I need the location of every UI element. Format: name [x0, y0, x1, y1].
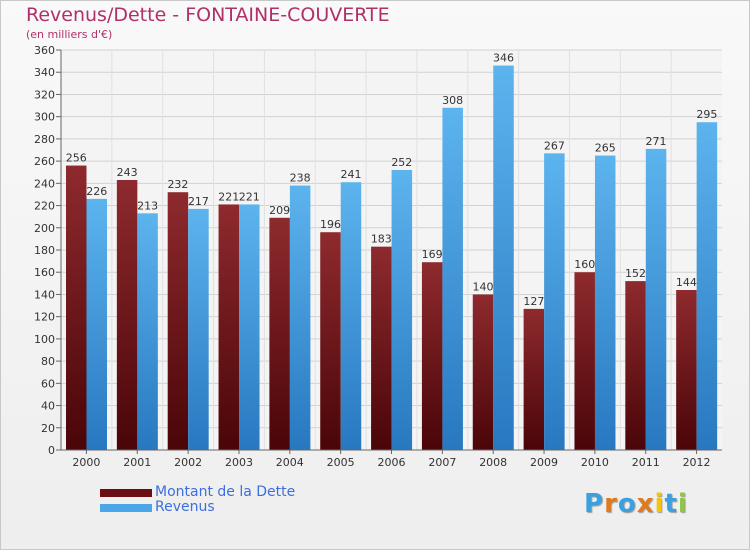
data-label: 243	[117, 166, 138, 179]
bar-dette	[320, 232, 341, 450]
bar-revenus	[442, 107, 463, 451]
bar-dette	[371, 246, 392, 450]
x-tick-label: 2003	[225, 456, 253, 469]
logo-letter: i	[677, 489, 688, 519]
data-label: 241	[340, 168, 361, 181]
x-tick-label: 2008	[479, 456, 507, 469]
y-tick-label: 20	[41, 422, 55, 435]
logo-letter: t	[664, 489, 678, 519]
x-tick-label: 2001	[123, 456, 151, 469]
bar-revenus	[696, 122, 718, 450]
bar-revenus	[594, 155, 616, 451]
y-tick-label: 60	[41, 377, 55, 390]
data-label: 140	[473, 280, 494, 293]
y-tick-label: 320	[34, 88, 55, 101]
legend-swatch-revenus	[100, 504, 152, 512]
y-tick-label: 260	[34, 155, 55, 168]
x-tick-label: 2009	[530, 456, 558, 469]
bar-dette	[523, 308, 545, 450]
x-tick-label: 2000	[72, 456, 100, 469]
data-label: 221	[218, 190, 239, 203]
data-label: 213	[137, 199, 158, 212]
bar-revenus	[645, 148, 667, 450]
y-tick-label: 120	[34, 311, 55, 324]
bar-dette	[574, 272, 595, 450]
legend-label-dette: Montant de la Dette	[155, 484, 296, 500]
y-tick-label: 280	[34, 133, 55, 146]
y-tick-label: 140	[34, 288, 55, 301]
x-tick-label: 2007	[428, 456, 456, 469]
y-tick-label: 80	[41, 355, 55, 368]
x-tick-label: 2011	[632, 456, 660, 469]
x-tick-label: 2002	[174, 456, 202, 469]
data-label: 127	[523, 295, 544, 308]
x-tick-label: 2006	[378, 456, 406, 469]
y-tick-label: 360	[34, 44, 55, 57]
bar-revenus	[289, 185, 311, 451]
data-label: 256	[66, 152, 87, 165]
bar-revenus	[239, 204, 260, 450]
bar-dette	[676, 290, 697, 450]
data-label: 232	[167, 178, 188, 191]
chart-title: Revenus/Dette - FONTAINE-COUVERTE	[26, 4, 390, 26]
data-label: 226	[86, 185, 107, 198]
data-label: 144	[676, 276, 697, 289]
data-label: 308	[442, 94, 463, 107]
data-label: 169	[422, 248, 443, 261]
chart-subtitle: (en milliers d'€)	[26, 28, 113, 41]
data-label: 267	[544, 139, 565, 152]
data-label: 183	[371, 233, 392, 246]
y-tick-label: 100	[34, 333, 55, 346]
y-tick-label: 0	[48, 444, 55, 457]
y-tick-label: 200	[34, 222, 55, 235]
data-label: 196	[320, 218, 341, 231]
x-tick-label: 2004	[276, 456, 304, 469]
data-label: 160	[574, 258, 595, 271]
legend-label-revenus: Revenus	[155, 499, 215, 515]
bar-dette	[218, 204, 240, 450]
bar-dette	[472, 294, 494, 450]
bar-revenus	[137, 213, 158, 450]
data-label: 346	[493, 52, 514, 65]
data-label: 238	[290, 172, 311, 185]
bar-dette	[66, 165, 87, 451]
y-tick-label: 40	[41, 400, 55, 413]
bar-dette	[269, 217, 290, 450]
proxiti-logo: Proxiti	[584, 489, 688, 519]
bar-revenus	[86, 198, 107, 450]
bar-revenus	[188, 208, 209, 450]
data-label: 271	[646, 135, 667, 148]
bar-dette	[625, 281, 646, 450]
bar-revenus	[493, 65, 514, 451]
y-tick-label: 180	[34, 244, 55, 257]
y-tick-label: 300	[34, 111, 55, 124]
y-tick-label: 160	[34, 266, 55, 279]
data-label: 217	[188, 195, 209, 208]
x-tick-label: 2005	[327, 456, 355, 469]
bar-revenus	[340, 182, 362, 450]
data-label: 221	[239, 190, 260, 203]
bar-dette	[167, 192, 189, 450]
logo-letter: x	[636, 489, 655, 519]
logo-letter: r	[604, 489, 618, 519]
y-tick-label: 220	[34, 200, 55, 213]
x-tick-label: 2012	[683, 456, 711, 469]
bar-dette	[116, 180, 138, 450]
y-tick-label: 240	[34, 177, 55, 190]
data-label: 252	[391, 156, 412, 169]
bar-dette	[421, 262, 443, 450]
data-label: 209	[269, 204, 290, 217]
logo-letter: o	[617, 489, 637, 519]
logo-letter: i	[654, 489, 665, 519]
y-tick-label: 340	[34, 66, 55, 79]
bar-revenus	[544, 153, 565, 451]
legend-swatch-dette	[100, 489, 152, 497]
logo-letter: P	[584, 489, 605, 519]
bar-revenus	[391, 170, 413, 450]
data-label: 295	[696, 108, 717, 121]
data-label: 152	[625, 267, 646, 280]
x-tick-label: 2010	[581, 456, 609, 469]
data-label: 265	[595, 142, 616, 155]
